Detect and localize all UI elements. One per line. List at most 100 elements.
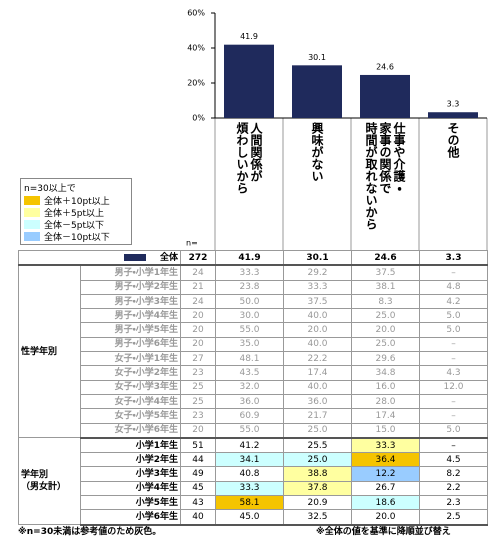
row-label: 小学1年生: [80, 437, 181, 454]
value-cell: 26.7: [351, 480, 420, 497]
table-row: 女子・小学4年生 25 36.0 36.0 28.0–: [19, 393, 488, 410]
table-row: 女子・小学3年生 25 32.0 40.0 16.0 12.0: [19, 379, 488, 395]
row-label: 女子・小学1年生: [80, 351, 181, 367]
n-cell: 23: [180, 408, 216, 424]
value-cell: 29.6: [351, 351, 420, 367]
value-cell: 12.0: [419, 379, 488, 395]
table-row: 小学2年生 44 34.1 25.0 36.4 4.5: [19, 452, 488, 468]
n-header: n=: [186, 239, 198, 248]
row-label: 男子・小学2年生: [80, 279, 181, 295]
n-cell: 23: [180, 365, 216, 381]
category-label: 仕事や介護・ 家事の関係で 時間が取れないから: [364, 122, 406, 230]
n-cell: 21: [180, 279, 216, 295]
note: ※n=30未満は参考値のため灰色。: [18, 527, 162, 536]
value-cell: 37.5: [351, 264, 420, 281]
table-row: 男子・小学3年生 24 50.0 37.5 8.3 4.2: [19, 293, 488, 310]
table-row: 男子・小学5年生 20 55.0 20.0 20.0 5.0: [19, 322, 488, 338]
value-cell: –: [419, 336, 488, 353]
category-label: 人間関係が 煩わしいから: [235, 122, 263, 194]
value-cell: 33.3: [215, 480, 284, 497]
value-cell: –: [419, 264, 488, 281]
value-cell: 12.2: [351, 466, 420, 482]
value-cell: 20.0: [351, 509, 420, 526]
value-cell: 8.3: [351, 293, 420, 310]
value-cell: 21.7: [283, 408, 352, 424]
row-label: 小学4年生: [80, 480, 181, 497]
value-cell: 55.0: [215, 422, 284, 439]
total-swatch: [123, 253, 146, 261]
value-cell: 25.0: [351, 336, 420, 353]
category-label: 興味がない: [310, 122, 324, 182]
value-cell: 24.6: [351, 250, 420, 267]
value-cell: 4.5: [419, 452, 488, 468]
table-row: 性学年別 男子・小学1年生 24 33.3 29.2 37.5–: [18, 264, 488, 439]
y-tick-label: 20%: [187, 79, 205, 88]
row-label: 男子・小学4年生: [80, 308, 181, 324]
value-cell: 5.0: [419, 308, 488, 324]
y-tick-label: 40%: [187, 44, 205, 53]
total-row: 全体 272 41.9 30.1 24.6 3.3: [18, 250, 488, 267]
value-cell: 22.2: [283, 351, 352, 367]
n-cell: 25: [180, 393, 216, 410]
legend-item: 全体－5pt以下: [24, 218, 128, 231]
legend-title: n=30以上で: [24, 184, 76, 194]
category-cell: 仕事や介護・ 家事の関係で 時間が取れないから: [351, 122, 419, 248]
note: ※全体の値を基準に降順並び替え: [316, 527, 451, 536]
value-cell: 30.1: [283, 250, 352, 267]
value-cell: 2.3: [419, 495, 488, 511]
table-row: 小学6年生 40 45.0 32.5 20.0 2.5: [19, 509, 488, 526]
value-cell: 45.0: [215, 509, 284, 526]
value-cell: 20.0: [283, 322, 352, 338]
row-label: 小学2年生: [80, 452, 181, 468]
value-cell: 4.2: [419, 293, 488, 310]
value-cell: 38.8: [283, 466, 352, 482]
value-cell: 25.5: [283, 437, 352, 454]
category-cell: その他: [419, 122, 487, 248]
legend-swatch: [24, 207, 40, 217]
bar: [292, 65, 342, 118]
column-borders: [214, 118, 488, 250]
legend-label: 全体＋10pt以上: [44, 196, 110, 207]
n-cell: 27: [180, 351, 216, 367]
value-cell: 33.3: [283, 279, 352, 295]
value-cell: 37.8: [283, 480, 352, 497]
n-cell: 51: [180, 437, 216, 454]
table-row: 女子・小学2年生 23 43.5 17.4 34.8 4.3: [19, 365, 488, 381]
value-cell: 38.1: [351, 279, 420, 295]
table-row: 女子・小学6年生 20 55.0 25.0 15.0 5.0: [19, 422, 488, 439]
n-cell: 20: [180, 308, 216, 324]
row-label: 男子・小学3年生: [80, 293, 181, 310]
value-cell: 37.5: [283, 293, 352, 310]
value-cell: 2.5: [419, 509, 488, 526]
value-cell: –: [419, 351, 488, 367]
n-cell: 20: [180, 422, 216, 439]
value-cell: 48.1: [215, 351, 284, 367]
table-row: 小学5年生 43 58.1 20.9 18.6 2.3: [19, 495, 488, 511]
value-cell: 5.0: [419, 422, 488, 439]
row-label: 男子・小学1年生: [80, 264, 181, 281]
value-cell: 33.3: [351, 437, 420, 454]
n-cell: 20: [180, 336, 216, 353]
value-label: 24.6: [376, 62, 394, 71]
value-cell: 25.0: [283, 422, 352, 439]
legend: n=30以上で 全体＋10pt以上 全体＋5pt以上 全体－5pt以下 全体－10pt…: [20, 178, 132, 245]
legend-item: 全体－10pt以下: [24, 230, 128, 243]
n-cell: 43: [180, 495, 216, 511]
value-cell: 41.2: [215, 437, 284, 454]
value-cell: 29.2: [283, 264, 352, 281]
row-label: 小学5年生: [80, 495, 181, 511]
value-label: 3.3: [447, 100, 460, 109]
value-cell: 8.2: [419, 466, 488, 482]
value-cell: 55.0: [215, 322, 284, 338]
group-label: 学年別 （男女計）: [18, 437, 81, 526]
value-cell: 40.8: [215, 466, 284, 482]
row-label: 小学6年生: [80, 509, 181, 526]
bar: [360, 74, 410, 118]
row-label: 全体: [18, 250, 181, 267]
value-cell: 2.2: [419, 480, 488, 497]
row-label: 男子・小学5年生: [80, 322, 181, 338]
table-row: 女子・小学1年生 27 48.1 22.2 29.6–: [19, 351, 488, 367]
n-cell: 272: [180, 250, 216, 267]
legend-label: 全体－5pt以下: [44, 220, 104, 231]
value-cell: 5.0: [419, 322, 488, 338]
